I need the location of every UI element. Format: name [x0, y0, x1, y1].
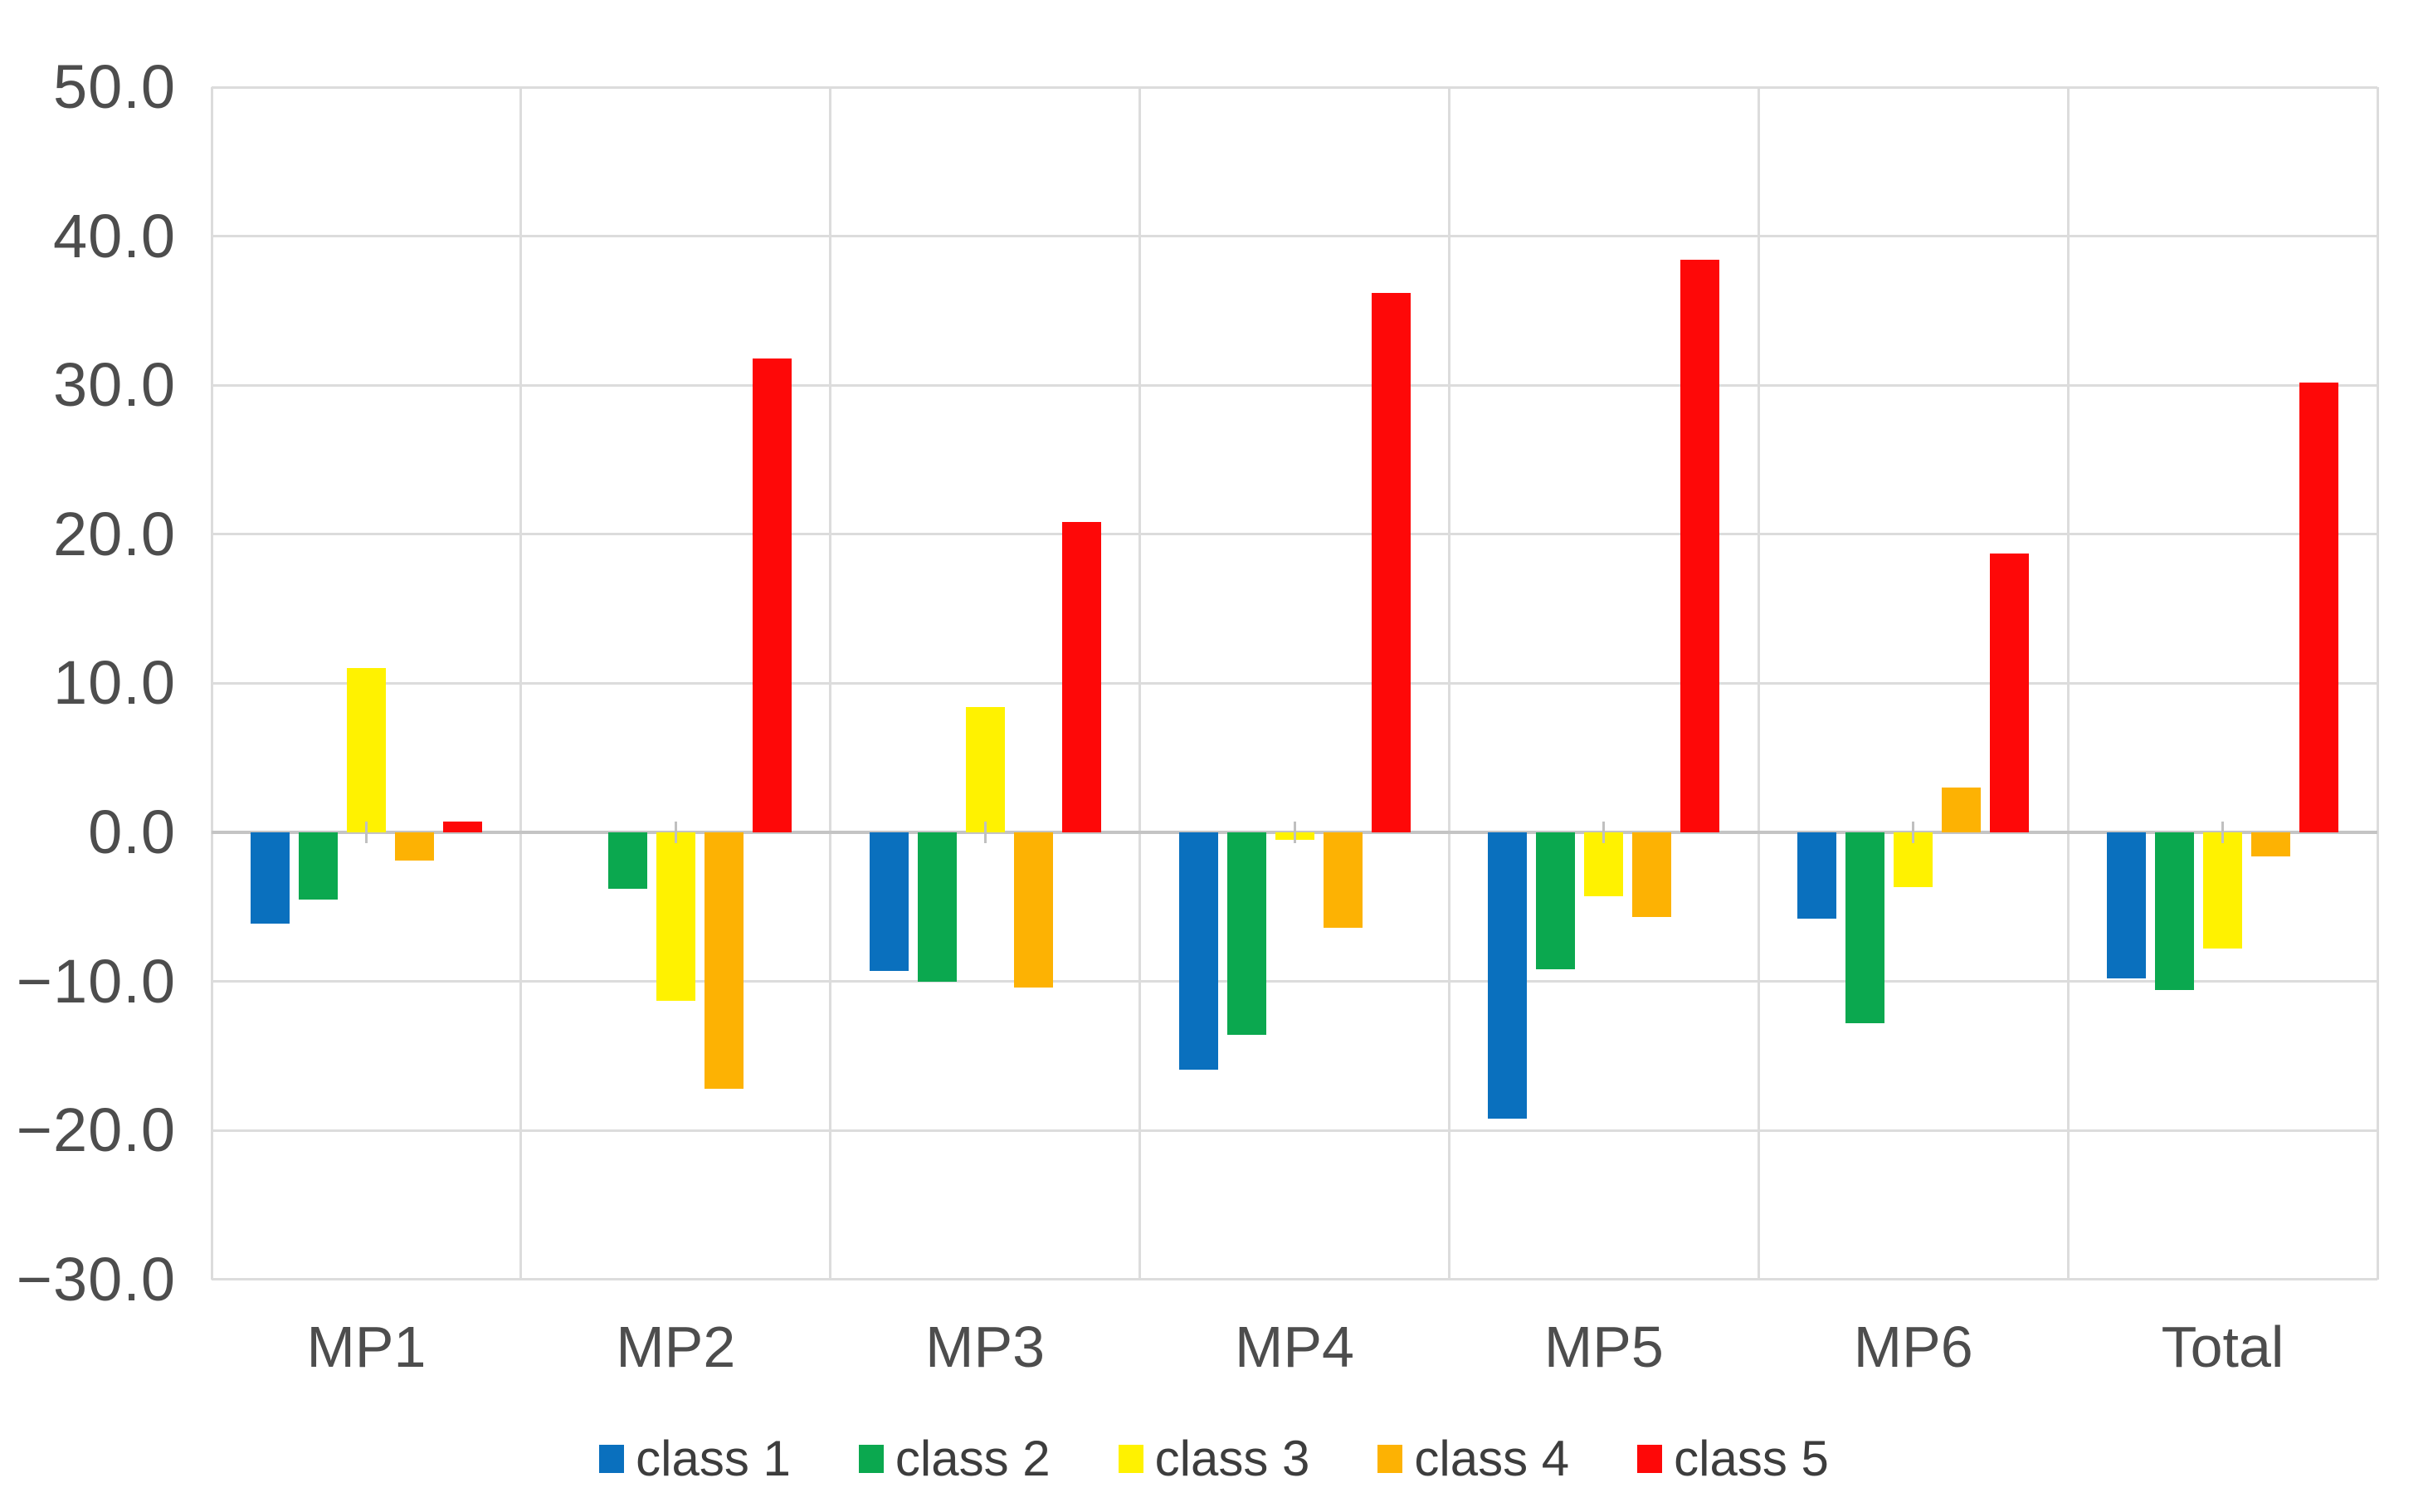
bar-class-4-MP3 [1013, 832, 1053, 988]
x-category-label-MP5: MP5 [1543, 1314, 1664, 1379]
legend-item-class-3: class 3 [1118, 1431, 1310, 1486]
bar-class-1-MP5 [1488, 832, 1528, 1119]
legend: class 1 class 2 class 3 class 4 class 5 [0, 1434, 2428, 1484]
gridline-vertical [2066, 87, 2070, 1280]
legend-swatch-icon [1118, 1445, 1143, 1473]
y-tick-label: −30.0 [16, 1244, 176, 1314]
y-tick-label: 40.0 [52, 201, 176, 271]
bar-class-3-MP3 [965, 707, 1005, 832]
legend-swatch-icon [1377, 1445, 1403, 1473]
legend-label: class 5 [1674, 1431, 1829, 1486]
category-tick [364, 822, 368, 843]
bar-class-2-MP5 [1536, 832, 1576, 970]
bar-class-1-MP1 [250, 832, 290, 924]
legend-item-class-4: class 4 [1377, 1434, 1569, 1484]
y-tick-label: 0.0 [88, 797, 176, 866]
category-tick [1912, 822, 1915, 843]
y-tick-label: 20.0 [52, 499, 176, 568]
bar-class-5-MP5 [1680, 260, 1720, 832]
gridline-horizontal [212, 1129, 2377, 1132]
x-category-label-MP1: MP1 [306, 1314, 427, 1379]
bar-class-3-MP2 [656, 832, 695, 1001]
legend-item-class-5: class 5 [1637, 1434, 1829, 1484]
y-tick-label: 50.0 [52, 52, 176, 121]
legend-label: class 2 [895, 1431, 1051, 1486]
legend-swatch-icon [599, 1445, 625, 1473]
bar-class-1-Total [2107, 832, 2147, 978]
x-category-label-MP3: MP3 [925, 1314, 1046, 1379]
gridline-vertical [1138, 87, 1142, 1280]
category-tick [674, 822, 677, 843]
legend-swatch-icon [858, 1445, 884, 1473]
x-category-label-MP4: MP4 [1235, 1314, 1354, 1379]
bar-class-2-MP3 [917, 832, 957, 982]
legend-swatch-icon [1637, 1445, 1663, 1473]
bar-class-5-MP6 [1990, 554, 2030, 832]
gridline-horizontal [212, 383, 2377, 387]
bar-class-5-MP2 [752, 358, 792, 832]
bar-class-2-Total [2155, 832, 2195, 991]
bar-class-2-MP2 [607, 832, 647, 890]
bar-class-3-Total [2203, 832, 2243, 949]
bar-class-4-MP4 [1323, 832, 1363, 928]
y-tick-label: −20.0 [16, 1095, 176, 1165]
bar-class-1-MP3 [869, 832, 909, 972]
y-tick-label: 30.0 [52, 350, 176, 420]
bar-class-4-Total [2251, 832, 2291, 856]
legend-item-class-2: class 2 [858, 1431, 1051, 1486]
legend-item-class-1: class 1 [599, 1434, 791, 1484]
bar-class-2-MP4 [1226, 832, 1266, 1036]
gridline-vertical [2376, 87, 2379, 1280]
gridline-vertical [519, 87, 523, 1280]
bar-class-5-Total [2299, 382, 2339, 832]
bar-class-2-MP6 [1845, 832, 1885, 1023]
gridline-horizontal [212, 980, 2377, 983]
x-category-label-MP2: MP2 [616, 1314, 736, 1379]
legend-label: class 4 [1414, 1431, 1570, 1486]
legend-label: class 1 [636, 1431, 791, 1486]
category-tick [2221, 822, 2225, 843]
category-tick [1602, 822, 1606, 843]
x-category-label-MP6: MP6 [1853, 1314, 1973, 1379]
gridline-horizontal [212, 85, 2377, 89]
plot-area [210, 85, 2379, 1281]
bar-class-1-MP6 [1797, 832, 1837, 919]
x-category-label-Total: Total [2161, 1314, 2284, 1379]
bar-class-4-MP6 [1942, 788, 1982, 832]
legend-label: class 3 [1154, 1431, 1310, 1486]
y-tick-label: 10.0 [52, 648, 176, 718]
gridline-horizontal [212, 1278, 2377, 1281]
y-tick-label: −10.0 [16, 946, 176, 1016]
bar-class-4-MP1 [394, 832, 434, 861]
gridline-horizontal [212, 533, 2377, 536]
bar-class-4-MP5 [1632, 832, 1672, 918]
category-tick [1293, 822, 1296, 843]
bar-class-5-MP1 [442, 822, 482, 832]
gridline-vertical [210, 87, 213, 1280]
bar-class-3-MP1 [346, 668, 386, 832]
category-tick [983, 822, 987, 843]
bar-class-5-MP3 [1061, 522, 1101, 832]
bar-class-1-MP4 [1178, 832, 1218, 1070]
gridline-vertical [1447, 87, 1450, 1280]
bar-class-2-MP1 [298, 832, 338, 900]
bar-class-5-MP4 [1371, 292, 1411, 832]
gridline-horizontal [212, 235, 2377, 238]
gridline-vertical [829, 87, 832, 1280]
bar-class-4-MP2 [704, 832, 744, 1089]
gridline-vertical [1757, 87, 1760, 1280]
gridline-horizontal [212, 681, 2377, 685]
